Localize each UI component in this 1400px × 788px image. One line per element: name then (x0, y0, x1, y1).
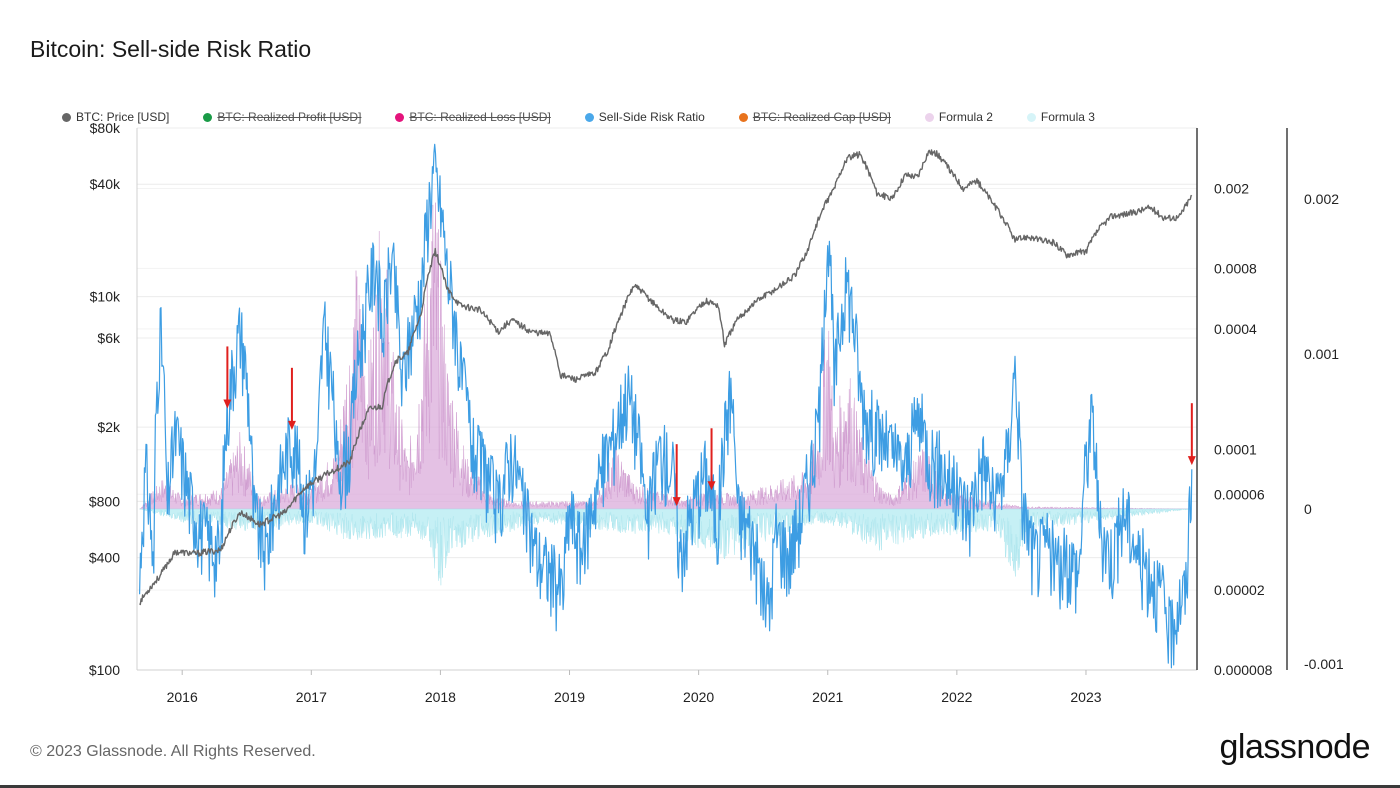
chart-title: Bitcoin: Sell-side Risk Ratio (30, 36, 312, 62)
x-axis-tick-label: 2023 (1070, 689, 1101, 705)
right-axis-1-tick-label: 0.000008 (1214, 662, 1273, 678)
right-axis-1-tick-label: 0.0004 (1214, 321, 1257, 337)
legend-label: BTC: Realized Profit [USD] (217, 110, 362, 124)
left-axis-tick-label: $800 (89, 493, 120, 509)
x-axis-tick-label: 2018 (425, 689, 456, 705)
legend-item-btc-price-usd[interactable]: BTC: Price [USD] (62, 110, 169, 124)
legend-label: BTC: Price [USD] (76, 110, 170, 124)
legend-label: Formula 3 (1040, 110, 1095, 124)
x-axis-tick-label: 2017 (296, 689, 327, 705)
legend-swatch (203, 112, 213, 122)
legend-swatch (924, 112, 934, 122)
legend-item-btc-realized-profit-usd[interactable]: BTC: Realized Profit [USD] (203, 110, 361, 124)
right-axis-1-tick-label: 0.0008 (1214, 260, 1257, 276)
btc-price-line (139, 149, 1193, 606)
annotation-arrow-head (223, 399, 232, 409)
x-axis-tick-label: 2016 (167, 689, 198, 705)
x-axis-tick-label: 2021 (812, 689, 843, 705)
legend-swatch (1026, 112, 1036, 122)
legend-swatch (584, 112, 594, 122)
x-axis-tick-label: 2022 (941, 689, 972, 705)
legend-item-btc-realized-cap-usd[interactable]: BTC: Realized Cap [USD] (738, 110, 891, 124)
legend-label: BTC: Realized Loss [USD] (409, 110, 551, 124)
legend-swatch (395, 112, 405, 122)
right-axis-2-tick-label: 0.002 (1304, 191, 1339, 207)
sell-side-risk-ratio-line (139, 143, 1193, 669)
copyright-text: © 2023 Glassnode. All Rights Reserved. (30, 743, 316, 760)
right-axis-2-tick-label: -0.001 (1304, 656, 1344, 672)
chart-legend: BTC: Price [USD] BTC: Realized Profit [US… (62, 108, 1129, 126)
left-axis-tick-label: $80k (90, 120, 121, 136)
legend-label: Sell-Side Risk Ratio (598, 110, 705, 124)
bottom-divider (0, 785, 1400, 788)
annotation-arrow-head (287, 420, 296, 430)
right-axis-1-tick-label: 0.00002 (1214, 582, 1265, 598)
right-axis-2-tick-label: 0.001 (1304, 346, 1339, 362)
left-axis-tick-label: $6k (97, 330, 121, 346)
legend-item-btc-realized-loss-usd[interactable]: BTC: Realized Loss [USD] (395, 110, 551, 124)
left-axis-tick-label: $10k (90, 289, 121, 305)
brand-logo: glassnode (1219, 728, 1370, 766)
left-axis-tick-label: $100 (89, 662, 120, 678)
legend-item-sell-side-risk-ratio[interactable]: Sell-Side Risk Ratio (584, 110, 705, 124)
left-axis-tick-label: $40k (90, 176, 121, 192)
legend-label: Formula 2 (938, 110, 993, 124)
right-axis-1-tick-label: 0.0001 (1214, 442, 1257, 458)
legend-item-formula-3[interactable]: Formula 3 (1026, 110, 1095, 124)
legend-swatch (62, 112, 71, 122)
left-axis-tick-label: $400 (89, 550, 120, 566)
annotation-arrow-head (1187, 456, 1196, 466)
x-axis-tick-label: 2019 (554, 689, 585, 705)
legend-swatch (738, 112, 748, 122)
right-axis-1-tick-label: 0.002 (1214, 180, 1249, 196)
right-axis-1-tick-label: 0.00006 (1214, 486, 1265, 502)
legend-label: BTC: Realized Cap [USD] (752, 110, 891, 124)
annotation-arrow-head (707, 481, 716, 491)
annotation-arrow-head (672, 497, 681, 507)
legend-item-formula-2[interactable]: Formula 2 (924, 110, 993, 124)
right-axis-2-tick-label: 0 (1304, 501, 1312, 517)
left-axis-tick-label: $2k (97, 419, 121, 435)
x-axis-tick-label: 2020 (683, 689, 714, 705)
